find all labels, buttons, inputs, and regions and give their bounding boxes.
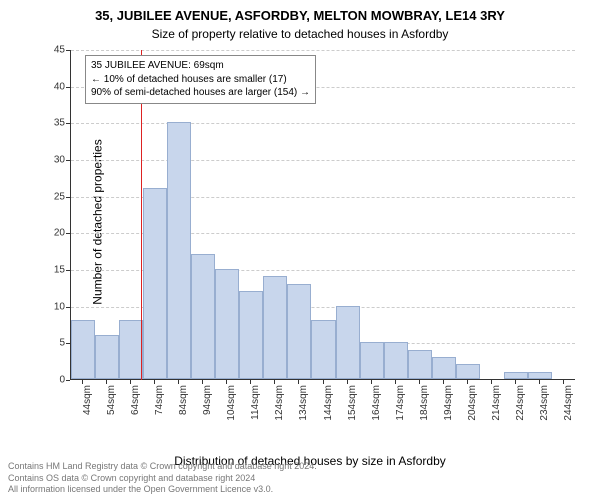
gridline-h [71, 50, 575, 51]
histogram-bar [191, 254, 215, 379]
xtick-label: 174sqm [395, 385, 406, 435]
ytick-label: 20 [45, 228, 65, 239]
ytick-label: 35 [45, 118, 65, 129]
xtick-mark [539, 380, 540, 384]
xtick-label: 194sqm [443, 385, 454, 435]
xtick-mark [274, 380, 275, 384]
xtick-label: 214sqm [491, 385, 502, 435]
xtick-label: 94sqm [202, 385, 213, 435]
histogram-bar [287, 284, 311, 379]
histogram-bar [167, 122, 191, 379]
histogram-bar [408, 350, 432, 379]
xtick-label: 74sqm [154, 385, 165, 435]
xtick-label: 54sqm [106, 385, 117, 435]
histogram-bar [311, 320, 335, 379]
xtick-mark [82, 380, 83, 384]
xtick-mark [250, 380, 251, 384]
histogram-bar [263, 276, 287, 379]
xtick-label: 154sqm [347, 385, 358, 435]
xtick-mark [226, 380, 227, 384]
ytick-mark [66, 197, 70, 198]
xtick-label: 134sqm [298, 385, 309, 435]
xtick-label: 204sqm [467, 385, 478, 435]
xtick-mark [347, 380, 348, 384]
histogram-bar [456, 364, 480, 379]
footer-line-3: All information licensed under the Open … [8, 484, 317, 496]
ytick-label: 10 [45, 301, 65, 312]
xtick-label: 114sqm [250, 385, 261, 435]
xtick-mark [515, 380, 516, 384]
histogram-bar [504, 372, 528, 379]
ytick-mark [66, 380, 70, 381]
gridline-h [71, 123, 575, 124]
xtick-label: 184sqm [419, 385, 430, 435]
histogram-bar [384, 342, 408, 379]
xtick-label: 104sqm [226, 385, 237, 435]
ytick-mark [66, 233, 70, 234]
callout-line-2: ← 10% of detached houses are smaller (17… [91, 73, 310, 87]
xtick-mark [298, 380, 299, 384]
ytick-label: 15 [45, 265, 65, 276]
footer-line-1: Contains HM Land Registry data © Crown c… [8, 461, 317, 473]
xtick-mark [395, 380, 396, 384]
xtick-mark [178, 380, 179, 384]
xtick-mark [371, 380, 372, 384]
histogram-bar [360, 342, 384, 379]
histogram-bar [119, 320, 143, 379]
xtick-label: 164sqm [371, 385, 382, 435]
histogram-bar [95, 335, 119, 379]
chart-container: Number of detached properties 0510152025… [45, 50, 575, 410]
xtick-mark [419, 380, 420, 384]
callout-line-1: 35 JUBILEE AVENUE: 69sqm [91, 59, 310, 73]
ytick-mark [66, 307, 70, 308]
histogram-bar [336, 306, 360, 379]
callout-line-3: 90% of semi-detached houses are larger (… [91, 86, 310, 100]
histogram-bar [143, 188, 167, 379]
xtick-label: 234sqm [539, 385, 550, 435]
ytick-label: 30 [45, 155, 65, 166]
xtick-mark [443, 380, 444, 384]
xtick-mark [154, 380, 155, 384]
xtick-mark [563, 380, 564, 384]
chart-title-sub: Size of property relative to detached ho… [0, 23, 600, 41]
chart-title-main: 35, JUBILEE AVENUE, ASFORDBY, MELTON MOW… [0, 0, 600, 23]
xtick-label: 64sqm [130, 385, 141, 435]
footer-line-2: Contains OS data © Crown copyright and d… [8, 473, 317, 485]
histogram-bar [71, 320, 95, 379]
ytick-label: 25 [45, 191, 65, 202]
xtick-label: 224sqm [515, 385, 526, 435]
footer-attribution: Contains HM Land Registry data © Crown c… [8, 461, 317, 496]
xtick-mark [130, 380, 131, 384]
xtick-label: 124sqm [274, 385, 285, 435]
xtick-label: 44sqm [82, 385, 93, 435]
xtick-mark [106, 380, 107, 384]
ytick-label: 45 [45, 45, 65, 56]
xtick-label: 144sqm [323, 385, 334, 435]
xtick-mark [467, 380, 468, 384]
ytick-mark [66, 123, 70, 124]
xtick-label: 84sqm [178, 385, 189, 435]
ytick-label: 40 [45, 81, 65, 92]
xtick-mark [491, 380, 492, 384]
xtick-label: 244sqm [563, 385, 574, 435]
ytick-mark [66, 343, 70, 344]
callout-box: 35 JUBILEE AVENUE: 69sqm ← 10% of detach… [85, 55, 316, 104]
ytick-label: 5 [45, 338, 65, 349]
ytick-label: 0 [45, 375, 65, 386]
gridline-h [71, 160, 575, 161]
histogram-bar [239, 291, 263, 379]
ytick-mark [66, 87, 70, 88]
ytick-mark [66, 160, 70, 161]
xtick-mark [202, 380, 203, 384]
histogram-bar [528, 372, 552, 379]
ytick-mark [66, 50, 70, 51]
xtick-mark [323, 380, 324, 384]
histogram-bar [432, 357, 456, 379]
histogram-bar [215, 269, 239, 379]
ytick-mark [66, 270, 70, 271]
